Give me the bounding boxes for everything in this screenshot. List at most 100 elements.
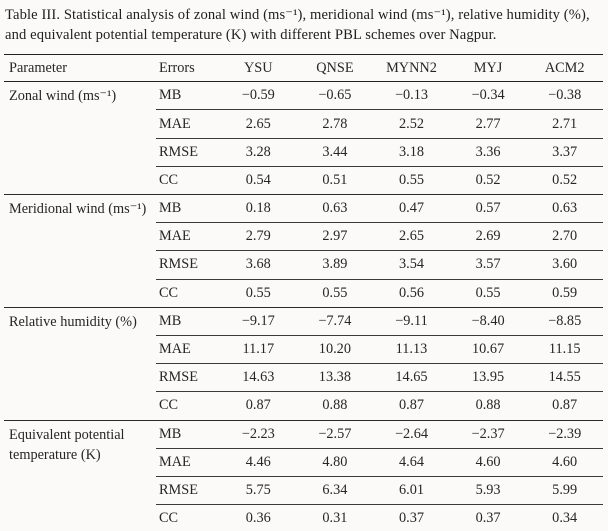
value-cell: 0.55 [373, 165, 450, 195]
value-cell: −8.40 [449, 306, 527, 336]
value-cell: 14.55 [526, 363, 603, 392]
value-cell: 13.38 [296, 363, 374, 392]
value-cell: 3.57 [449, 250, 527, 280]
statistics-table: Parameter Errors YSU QNSE MYNN2 MYJ ACM2… [4, 54, 603, 531]
value-cell: −0.59 [241, 87, 275, 104]
error-cell: MB [156, 193, 220, 223]
value-cell: 3.18 [373, 137, 450, 167]
value-cell: 2.77 [449, 109, 527, 139]
value-cell: 3.37 [526, 137, 603, 167]
error-cell: RMSE [156, 475, 220, 505]
value-cell: 14.65 [373, 363, 450, 392]
error-cell: MAE [156, 109, 220, 139]
table-row: CC 0.54 0.51 0.55 0.52 0.52 [4, 165, 603, 195]
table-row: MAE 2.79 2.97 2.65 2.69 2.70 [4, 222, 603, 251]
value-cell: 3.89 [296, 250, 374, 280]
table-row: RMSE 3.68 3.89 3.54 3.57 3.60 [4, 250, 603, 280]
value-cell: 4.80 [296, 447, 374, 477]
value-cell: 0.59 [526, 278, 603, 308]
value-cell: −9.11 [373, 306, 450, 336]
table-row: Relative humidity (%) MB −9.17 −7.74 −9.11 −8… [4, 306, 603, 420]
column-header-qnse: QNSE [316, 59, 354, 76]
value-cell: 13.95 [449, 363, 527, 392]
value-cell: 3.36 [449, 137, 527, 167]
value-cell: 2.52 [373, 109, 450, 139]
value-cell: 4.60 [449, 447, 527, 477]
value-cell: 0.47 [373, 193, 450, 223]
parameter-cell: Meridional wind (ms⁻¹) [4, 194, 156, 308]
value-cell: −0.38 [548, 87, 582, 104]
value-cell: 4.60 [526, 447, 603, 477]
value-cell: 4.64 [373, 447, 450, 477]
value-cell: 10.67 [449, 334, 527, 364]
error-cell: MAE [156, 222, 220, 251]
value-cell: 2.79 [220, 222, 297, 251]
value-cell: −2.39 [526, 419, 603, 449]
value-cell: 0.87 [220, 391, 297, 420]
value-cell: 0.63 [526, 193, 603, 223]
value-cell: −0.13 [394, 87, 429, 104]
error-cell: MB [159, 87, 182, 104]
table-body: Zonal wind (ms⁻¹) MB −0.59 −0.65 −0.13 −0.34 −… [4, 82, 603, 531]
value-cell: 3.54 [373, 250, 450, 280]
value-cell: −2.23 [220, 419, 297, 449]
value-cell: 2.97 [296, 222, 374, 251]
value-cell: 2.78 [296, 109, 374, 139]
value-cell: 11.15 [526, 334, 603, 364]
value-cell: 0.55 [296, 278, 374, 308]
table-row: Zonal wind (ms⁻¹) MB −0.59 −0.65 −0.13 −0.34 −… [4, 82, 603, 110]
error-cell: RMSE [156, 137, 220, 167]
value-cell: 2.65 [373, 222, 450, 251]
value-cell: 0.57 [449, 193, 527, 223]
value-cell: 14.63 [220, 363, 297, 392]
value-cell: 0.88 [296, 391, 374, 420]
value-cell: −0.65 [318, 87, 352, 104]
error-cell: RMSE [156, 250, 220, 280]
table-row: CC 0.87 0.88 0.87 0.88 0.87 [4, 391, 603, 420]
value-cell: −7.74 [296, 306, 374, 336]
value-cell: 11.13 [373, 334, 450, 364]
value-cell: 11.17 [220, 334, 297, 364]
value-cell: −0.34 [471, 87, 505, 104]
value-cell: 0.87 [373, 391, 450, 420]
table-caption: Table III. Statistical analysis of zonal… [5, 7, 590, 44]
error-cell: MB [156, 306, 220, 336]
value-cell: −2.37 [449, 419, 527, 449]
error-cell: CC [156, 278, 220, 308]
table-row: CC 0.36 0.31 0.37 0.37 0.34 [4, 504, 603, 531]
parameter-cell: Zonal wind (ms⁻¹) [9, 88, 117, 105]
value-cell: 0.37 [373, 504, 450, 531]
value-cell: 0.55 [220, 278, 297, 308]
column-header-myj: MYJ [473, 59, 503, 76]
value-cell: 0.51 [296, 165, 374, 195]
table-row: Meridional wind (ms⁻¹) MB 0.18 0.63 0.47 0.57… [4, 193, 603, 308]
error-cell: CC [156, 504, 220, 531]
value-cell: 0.34 [526, 504, 603, 531]
value-cell: 0.31 [296, 504, 374, 531]
value-cell: −9.17 [220, 306, 297, 336]
value-cell: 10.20 [296, 334, 374, 364]
table-row: RMSE 14.63 13.38 14.65 13.95 14.55 [4, 363, 603, 392]
table-row: MAE 2.65 2.78 2.52 2.77 2.71 [4, 109, 603, 139]
column-header-ysu: YSU [243, 59, 273, 76]
value-cell: 2.69 [449, 222, 527, 251]
table-row: MAE 4.46 4.80 4.64 4.60 4.60 [4, 447, 603, 477]
column-header-parameter: Parameter [9, 59, 67, 76]
value-cell: 6.01 [373, 475, 450, 505]
value-cell: 0.87 [526, 391, 603, 420]
table-row: MAE 11.17 10.20 11.13 10.67 11.15 [4, 334, 603, 364]
value-cell: 0.54 [220, 165, 297, 195]
value-cell: 6.34 [296, 475, 374, 505]
value-cell: 0.88 [449, 391, 527, 420]
value-cell: 4.46 [220, 447, 297, 477]
value-cell: 0.52 [526, 165, 603, 195]
value-cell: 3.44 [296, 137, 374, 167]
value-cell: 0.36 [220, 504, 297, 531]
value-cell: 3.28 [220, 137, 297, 167]
value-cell: 2.65 [220, 109, 297, 139]
value-cell: −8.85 [526, 306, 603, 336]
value-cell: 5.93 [449, 475, 527, 505]
error-cell: MAE [156, 334, 220, 364]
error-cell: MB [156, 419, 220, 449]
value-cell: 5.75 [220, 475, 297, 505]
